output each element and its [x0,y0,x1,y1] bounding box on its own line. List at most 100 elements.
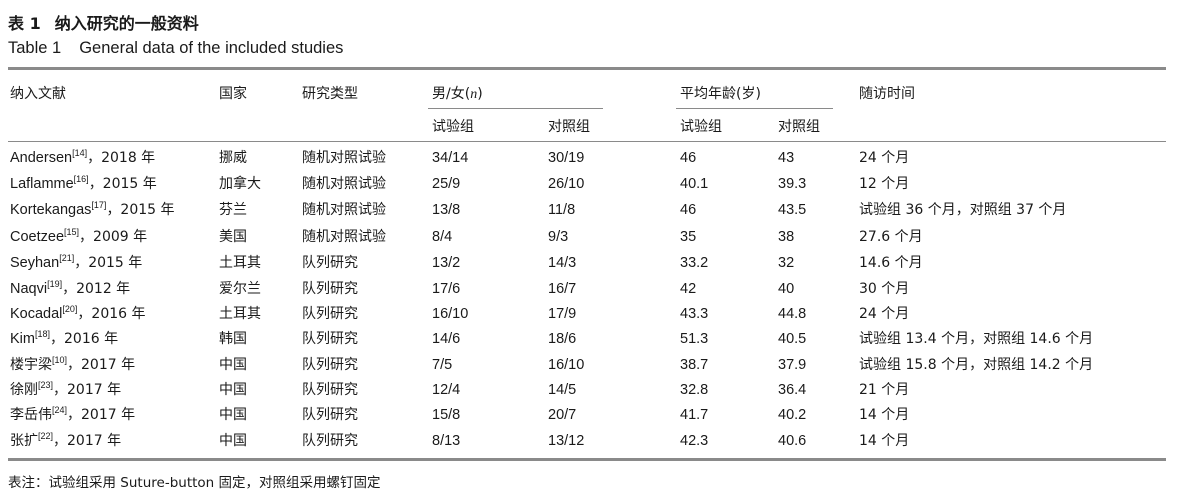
sex-control-cell: 16/7 [548,281,577,297]
study-cell: Naqvi[19]，2012 年 [10,280,130,298]
header-study: 纳入文献 [10,86,66,102]
followup-cell: 14 个月 [859,407,910,423]
age-control-cell: 40.2 [778,407,807,423]
reference-number: [15] [64,227,80,237]
country-cell: 土耳其 [219,255,261,271]
country-cell: 中国 [219,357,247,373]
sex-control-cell: 14/5 [548,382,577,398]
study-cell: 徐刚[23]，2017 年 [10,381,121,399]
sex-control-cell: 9/3 [548,229,569,245]
study-cell: Laflamme[16]，2015 年 [10,175,157,193]
sex-trial-cell: 16/10 [432,306,469,322]
age-trial-cell: 42.3 [680,433,709,449]
age-trial-cell: 51.3 [680,331,709,347]
country-cell: 韩国 [219,331,247,347]
subheader-age-trial: 试验组 [680,119,722,135]
reference-number: [23] [38,380,54,390]
table-title-en: General data of the included studies [79,39,344,57]
age-control-cell: 32 [778,255,795,271]
design-cell: 队列研究 [302,281,358,297]
country-cell: 芬兰 [219,202,247,218]
study-cell: 张扩[22]，2017 年 [10,432,121,450]
subheader-sex-trial: 试验组 [432,119,474,135]
sex-control-cell: 20/7 [548,407,577,423]
age-trial-cell: 38.7 [680,357,709,373]
subheader-sex-control: 对照组 [548,119,590,135]
sex-trial-cell: 13/8 [432,202,461,218]
study-cell: Kocadal[20]，2016 年 [10,305,146,323]
reference-number: [22] [38,431,54,441]
reference-number: [21] [59,253,75,263]
age-control-cell: 40 [778,281,795,297]
age-control-cell: 38 [778,229,795,245]
age-control-cell: 39.3 [778,176,807,192]
age-trial-cell: 46 [680,150,697,166]
sex-trial-cell: 13/2 [432,255,461,271]
sex-trial-cell: 25/9 [432,176,461,192]
study-year: ，2015 年 [106,202,175,218]
age-trial-cell: 43.3 [680,306,709,322]
reference-number: [18] [34,329,50,339]
sex-control-cell: 18/6 [548,331,577,347]
study-year: ，2017 年 [53,433,122,449]
age-trial-cell: 41.7 [680,407,709,423]
table-title-cn: 纳入研究的一般资料 [54,14,199,33]
design-cell: 随机对照试验 [302,176,386,192]
design-cell: 队列研究 [302,407,358,423]
table-header-rule [8,141,1166,142]
study-cell: Coetzee[15]，2009 年 [10,228,147,246]
reference-number: [10] [52,355,68,365]
age-trial-cell: 33.2 [680,255,709,271]
sex-trial-cell: 8/13 [432,433,461,449]
table-bottom-rule [8,458,1166,461]
study-cell: Seyhan[21]，2015 年 [10,254,142,272]
sex-control-cell: 14/3 [548,255,577,271]
followup-cell: 27.6 个月 [859,229,923,245]
study-author: 张扩 [10,433,38,449]
age-trial-cell: 32.8 [680,382,709,398]
study-author: Andersen [10,150,73,166]
country-cell: 中国 [219,433,247,449]
age-trial-cell: 42 [680,281,697,297]
study-year: ，2017 年 [53,382,122,398]
study-year: ，2012 年 [62,281,131,297]
sex-trial-cell: 12/4 [432,382,461,398]
reference-number: [17] [91,200,107,210]
study-cell: 李岳伟[24]，2017 年 [10,406,135,424]
table-number-en: Table 1 [8,39,62,57]
design-cell: 队列研究 [302,357,358,373]
study-author: Kocadal [10,306,63,322]
design-cell: 随机对照试验 [302,202,386,218]
sex-trial-cell: 8/4 [432,229,453,245]
study-author: 楼宇梁 [10,357,52,373]
study-author: 李岳伟 [10,407,52,423]
followup-cell: 试验组 36 个月，对照组 37 个月 [859,202,1067,218]
followup-cell: 21 个月 [859,382,910,398]
age-control-cell: 37.9 [778,357,807,373]
age-trial-cell: 46 [680,202,697,218]
country-cell: 中国 [219,407,247,423]
study-year: ，2015 年 [88,176,157,192]
design-cell: 随机对照试验 [302,229,386,245]
design-cell: 队列研究 [302,433,358,449]
header-design: 研究类型 [302,86,358,102]
study-year: ，2009 年 [79,229,148,245]
followup-cell: 12 个月 [859,176,910,192]
country-cell: 土耳其 [219,306,261,322]
study-year: ，2017 年 [67,407,136,423]
study-author: Laflamme [10,176,74,192]
table-footnote: 表注：试验组采用 Suture-button 固定，对照组采用螺钉固定 [8,475,381,491]
sex-group-rule [428,108,603,109]
study-author: Naqvi [10,281,48,297]
followup-cell: 14.6 个月 [859,255,923,271]
age-trial-cell: 35 [680,229,697,245]
followup-cell: 14 个月 [859,433,910,449]
study-author: 徐刚 [10,382,38,398]
followup-cell: 30 个月 [859,281,910,297]
followup-cell: 24 个月 [859,306,910,322]
reference-number: [14] [72,148,88,158]
age-control-cell: 40.5 [778,331,807,347]
header-country: 国家 [219,86,247,102]
study-author: Kortekangas [10,202,92,218]
study-cell: Kim[18]，2016 年 [10,330,118,348]
